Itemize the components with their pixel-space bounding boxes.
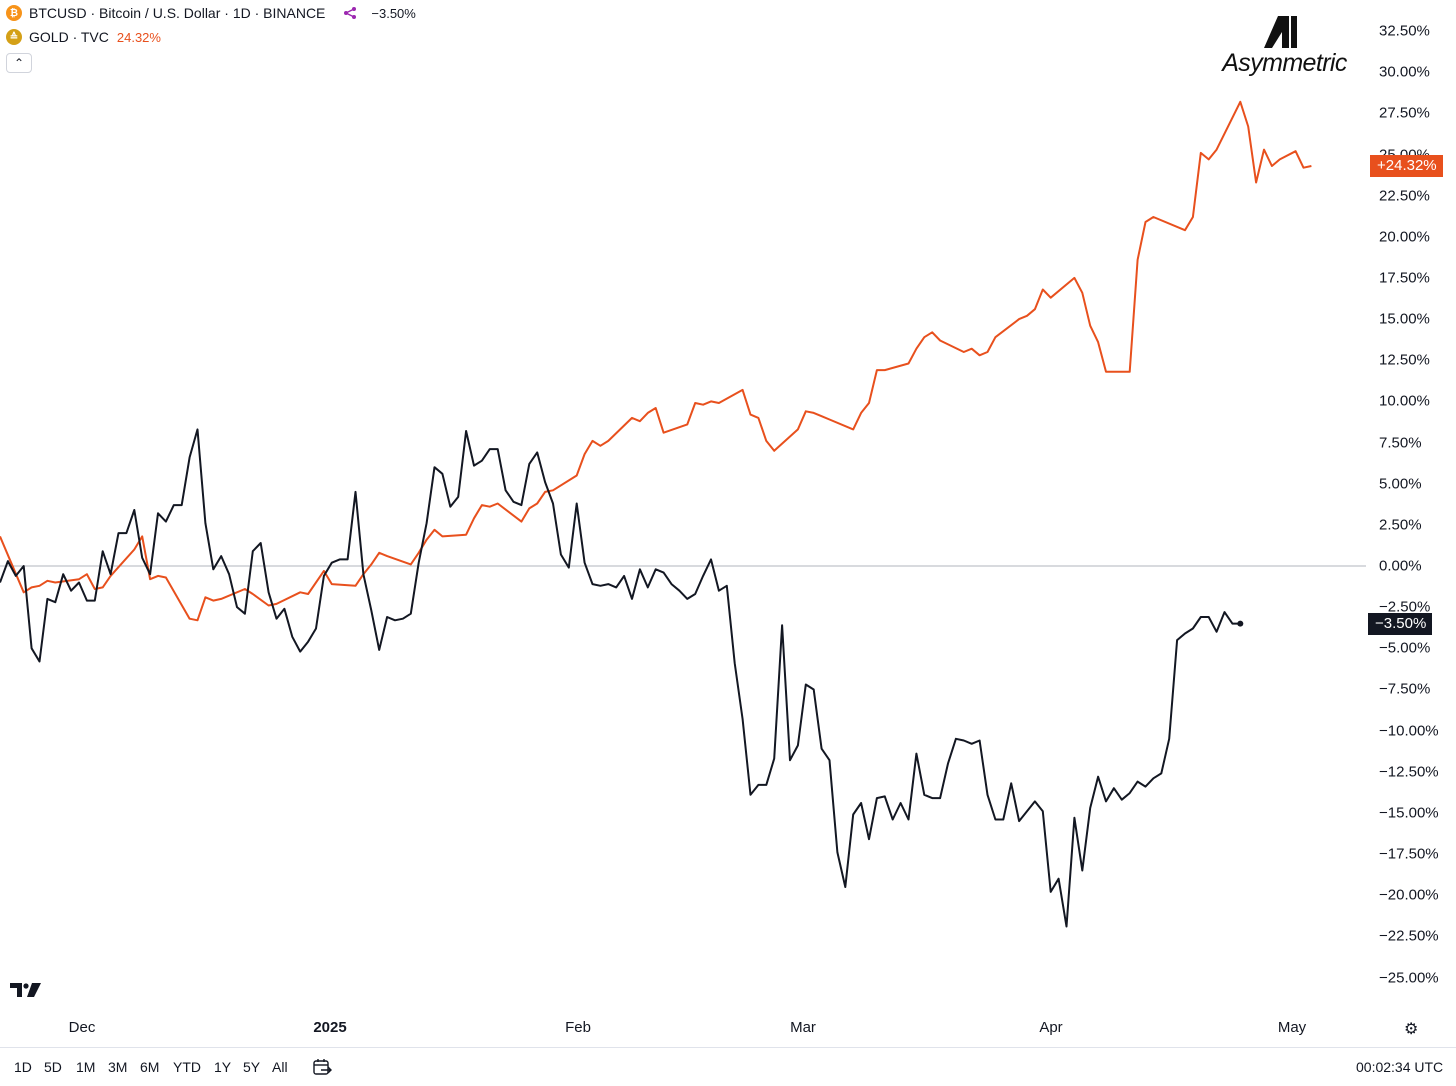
y-tick-label: −20.00% (1379, 886, 1439, 904)
range-button-1d[interactable]: 1D (14, 1059, 32, 1075)
last-value-badge-btcusd: −3.50% (1368, 612, 1433, 635)
y-tick-label: −12.50% (1379, 763, 1439, 781)
range-button-1y[interactable]: 1Y (214, 1059, 232, 1075)
y-tick-label: −2.50% (1379, 598, 1431, 616)
collapse-legend-button[interactable]: ⌃ (6, 53, 32, 73)
y-tick-label: 27.50% (1379, 104, 1430, 122)
clock-readout[interactable]: 00:02:34 UTC (1356, 1059, 1444, 1075)
range-button-5y[interactable]: 5Y (243, 1059, 261, 1075)
share-icon[interactable] (343, 6, 357, 20)
x-tick-label: 2025 (313, 1019, 347, 1036)
range-button-5d[interactable]: 5D (44, 1059, 62, 1075)
bitcoin-icon: ₿ (6, 5, 22, 21)
legend-gold-label: GOLD · TVC (29, 29, 109, 45)
y-tick-label: −25.00% (1379, 969, 1439, 986)
series-last-point-btcusd (1237, 620, 1244, 627)
y-tick-label: 30.00% (1379, 63, 1430, 81)
y-tick-label: 15.00% (1379, 310, 1430, 328)
settings-gear-icon[interactable]: ⚙ (1404, 1021, 1419, 1038)
y-tick-label: −5.00% (1379, 639, 1431, 657)
last-value-badge-gold: +24.32% (1370, 155, 1443, 178)
y-tick-label: 5.00% (1379, 475, 1422, 493)
y-tick-label: −10.00% (1379, 722, 1439, 740)
range-button-ytd[interactable]: YTD (173, 1059, 201, 1075)
logo-text: Asymmetric (1222, 49, 1347, 77)
gold-icon: ≙ (6, 29, 22, 45)
y-tick-label: −22.50% (1379, 927, 1439, 945)
y-tick-label: 0.00% (1379, 557, 1422, 575)
range-button-6m[interactable]: 6M (140, 1059, 160, 1075)
bottom-toolbar: 1D 5D 1M 3M 6M YTD 1Y 5Y All 00:02:34 UTC (0, 1047, 1456, 1086)
legend-btc-label: BTCUSD · Bitcoin / U.S. Dollar · 1D · BI… (29, 5, 326, 21)
y-tick-label: 32.50% (1379, 22, 1430, 40)
y-tick-label: 12.50% (1379, 351, 1430, 369)
y-tick-label: −7.50% (1379, 680, 1431, 698)
range-button-3m[interactable]: 3M (108, 1059, 128, 1075)
series-line-btcusd (0, 428, 1241, 928)
x-tick-label: Dec (68, 1019, 96, 1036)
y-tick-label: −17.50% (1379, 845, 1439, 863)
legend-gold-change: 24.32% (116, 29, 161, 45)
x-tick-label: May (1277, 1019, 1307, 1036)
chevron-up-icon: ⌃ (13, 56, 25, 70)
y-tick-label: 10.00% (1379, 392, 1430, 410)
logo-mark-icon (1264, 16, 1297, 48)
y-tick-label: 17.50% (1379, 269, 1430, 287)
tradingview-logo-icon[interactable] (10, 981, 42, 999)
calendar-goto-icon[interactable] (312, 1057, 332, 1077)
legend-gold[interactable]: ≙ GOLD · TVC 24.32% (6, 29, 161, 45)
x-tick-label: Mar (790, 1019, 816, 1036)
series-layer (0, 100, 1312, 928)
y-tick-label: 7.50% (1379, 434, 1422, 452)
y-tick-label: 2.50% (1379, 516, 1422, 534)
x-tick-label: Apr (1039, 1019, 1063, 1036)
range-button-all[interactable]: All (272, 1059, 288, 1075)
brand-logo: Asymmetric (1212, 12, 1357, 77)
y-tick-label: −15.00% (1379, 804, 1439, 822)
y-tick-label: 22.50% (1379, 187, 1430, 205)
y-tick-label: 20.00% (1379, 228, 1430, 246)
x-tick-label: Feb (565, 1019, 591, 1036)
legend-btc[interactable]: ₿ BTCUSD · Bitcoin / U.S. Dollar · 1D · … (6, 5, 416, 21)
range-button-1m[interactable]: 1M (76, 1059, 96, 1075)
series-line-gold (0, 100, 1312, 622)
legend-btc-change: −3.50% (371, 5, 416, 21)
